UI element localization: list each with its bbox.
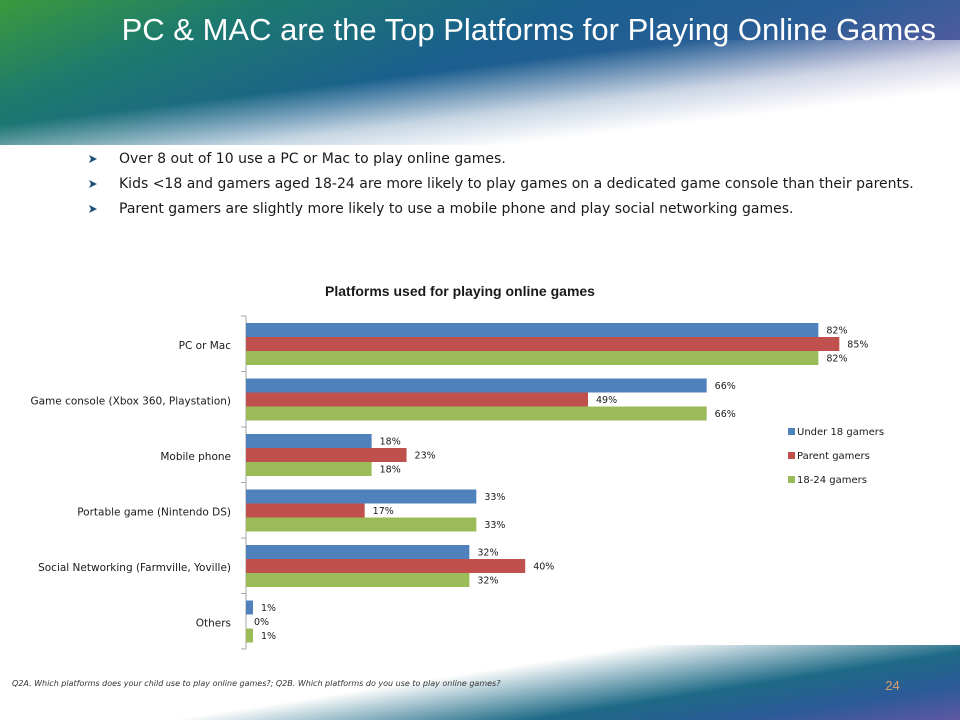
bar-chart: PC or Mac 82%85%82% Game console (Xbox 360… — [30, 315, 884, 650]
bar — [246, 573, 470, 587]
data-label: 66% — [715, 409, 736, 420]
data-label: 18% — [380, 437, 401, 448]
bullet-item: Parent gamers are slightly more likely t… — [88, 198, 918, 220]
chevron-right-icon — [89, 205, 97, 213]
bullet-item: Kids <18 and gamers aged 18-24 are more … — [88, 173, 918, 195]
data-label: 33% — [484, 520, 505, 531]
data-label: 82% — [826, 326, 847, 337]
bar — [246, 323, 819, 337]
bullet-text: Kids <18 and gamers aged 18-24 are more … — [119, 176, 914, 192]
category-label: Mobile phone — [160, 451, 231, 463]
bar — [246, 545, 470, 559]
bar — [246, 434, 372, 448]
bar — [246, 628, 253, 643]
page-number: 24 — [885, 678, 900, 693]
legend-swatch — [788, 428, 795, 435]
bar — [246, 489, 477, 504]
data-label: 17% — [373, 506, 394, 517]
bar — [246, 559, 526, 573]
category-label: Others — [196, 618, 231, 630]
title-banner-fade — [0, 40, 960, 146]
data-label: 18% — [380, 465, 401, 476]
data-label: 1% — [261, 603, 276, 614]
category-label: Portable game (Nintendo DS) — [77, 507, 231, 519]
category-label: PC or Mac — [179, 340, 232, 352]
data-label: 33% — [484, 492, 505, 503]
legend-label: 18-24 gamers — [797, 475, 867, 486]
bar — [246, 517, 477, 532]
data-label: 32% — [477, 548, 498, 559]
bullet-text: Over 8 out of 10 use a PC or Mac to play… — [119, 151, 506, 167]
bar — [246, 351, 819, 365]
data-label: 85% — [847, 340, 868, 351]
category-label: Game console (Xbox 360, Playstation) — [30, 396, 231, 408]
slide-title: PC & MAC are the Top Platforms for Playi… — [121, 12, 936, 47]
bullet-list: Over 8 out of 10 use a PC or Mac to play… — [88, 148, 918, 223]
data-label: 49% — [596, 395, 617, 406]
bullet-item: Over 8 out of 10 use a PC or Mac to play… — [88, 148, 918, 170]
bullet-text: Parent gamers are slightly more likely t… — [119, 201, 794, 217]
data-label: 1% — [261, 631, 276, 642]
legend-label: Parent gamers — [797, 451, 870, 462]
data-label: 82% — [826, 354, 847, 365]
data-label: 32% — [477, 576, 498, 587]
bar — [246, 392, 589, 407]
chevron-right-icon — [89, 180, 97, 188]
bar — [246, 406, 707, 421]
data-label: 23% — [415, 451, 436, 462]
category-label: Social Networking (Farmville, Yoville) — [38, 562, 231, 574]
bar — [246, 337, 840, 351]
legend-swatch — [788, 476, 795, 483]
footnote: Q2A. Which platforms does your child use… — [12, 679, 501, 688]
bar — [246, 378, 707, 393]
bar — [246, 462, 372, 476]
bar — [246, 503, 365, 518]
legend-swatch — [788, 452, 795, 459]
bar — [246, 600, 253, 615]
legend-label: Under 18 gamers — [797, 427, 884, 438]
bar — [246, 448, 407, 462]
data-label: 66% — [715, 381, 736, 392]
chevron-right-icon — [89, 155, 97, 163]
data-label: 0% — [254, 617, 269, 628]
data-label: 40% — [533, 562, 554, 573]
chart-title: Platforms used for playing online games — [325, 283, 595, 299]
